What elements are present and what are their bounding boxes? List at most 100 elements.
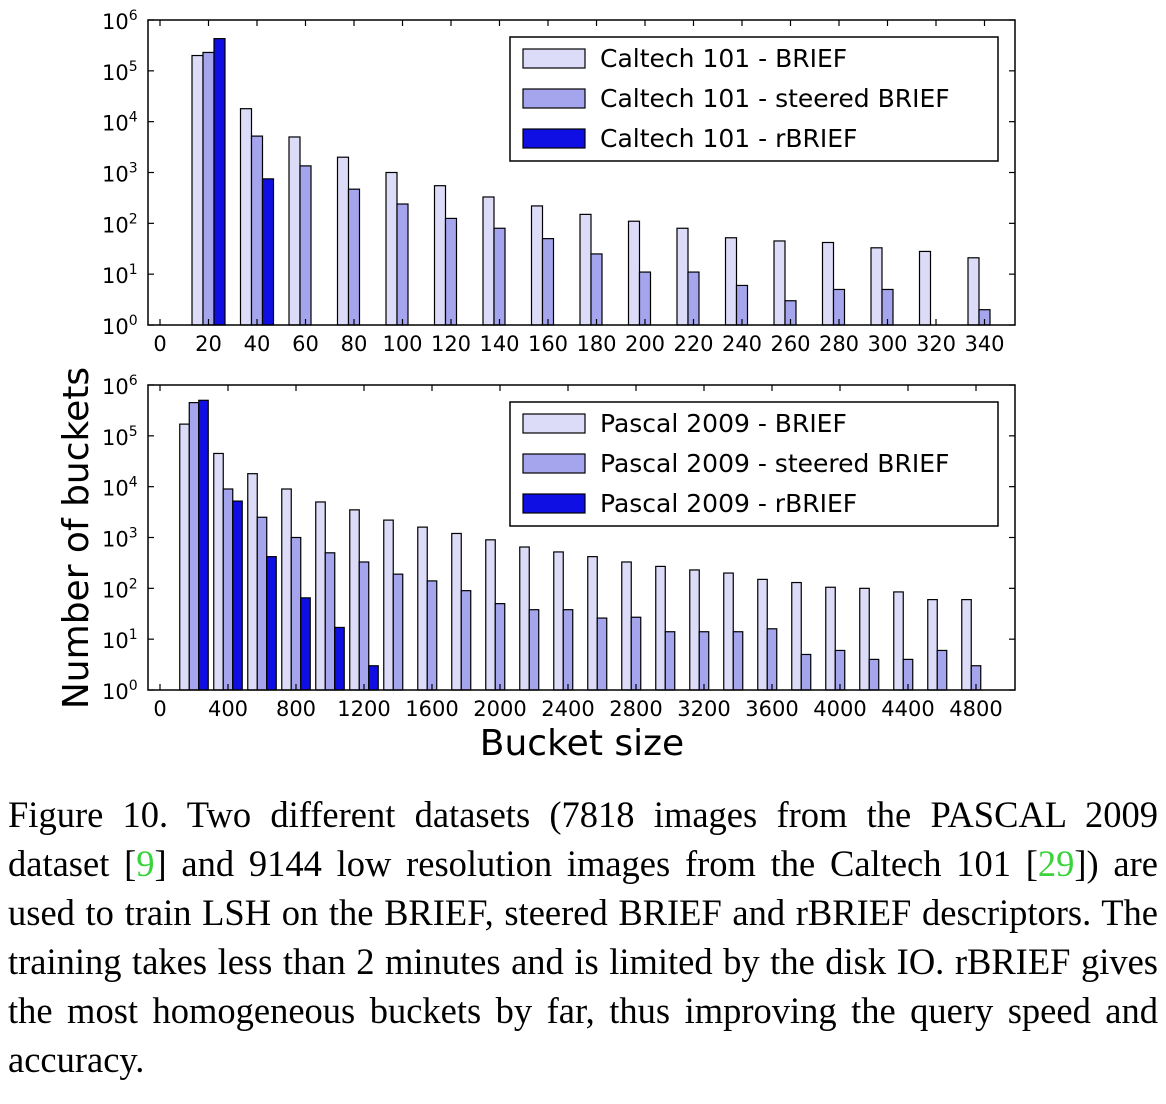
pascal-y-tick-exponent: 6 <box>129 373 138 389</box>
pascal-bar <box>825 586 836 691</box>
caltech-bar <box>638 271 652 326</box>
caltech-x-tick-label: 260 <box>770 332 810 356</box>
caltech-legend-label: Caltech 101 - rBRIEF <box>600 124 857 153</box>
pascal-y-tick-label: 106 <box>102 373 138 399</box>
pascal-bar <box>562 609 574 691</box>
pascal-y-tick-label: 105 <box>102 424 138 450</box>
caltech-y-tick-label: 104 <box>102 110 138 136</box>
caltech-y-tick-exponent: 2 <box>129 211 138 227</box>
pascal-bar <box>334 626 345 691</box>
caltech-legend-label: Caltech 101 - BRIEF <box>600 44 847 73</box>
caltech-y-tick-exponent: 1 <box>129 262 138 278</box>
caltech-bar <box>213 38 226 326</box>
pascal-x-tick-label: 2000 <box>473 697 526 721</box>
pascal-bar <box>961 599 972 691</box>
pascal-bar <box>698 631 710 691</box>
pascal-x-tick-label: 2800 <box>609 697 662 721</box>
caltech-bar <box>493 227 506 326</box>
pascal-bar <box>791 581 802 691</box>
pascal-bar <box>664 631 676 691</box>
pascal-y-tick-label: 102 <box>102 576 138 602</box>
caltech-bar <box>191 54 204 326</box>
caltech-y-tick-label: 100 <box>102 313 138 339</box>
pascal-x-tick-label: 3200 <box>677 697 730 721</box>
caltech-x-tick-label: 60 <box>292 332 319 356</box>
caltech-bar <box>627 220 641 326</box>
pascal-x-tick-label: 1600 <box>405 697 458 721</box>
caltech-y-tick-label: 106 <box>102 8 138 34</box>
pascal-bar <box>290 536 302 691</box>
pascal-bar <box>800 653 812 691</box>
pascal-bar <box>655 565 666 691</box>
caltech-x-tick-label: 100 <box>382 332 422 356</box>
pascal-x-tick-label: 400 <box>208 697 248 721</box>
pascal-bar <box>494 603 506 691</box>
pascal-bar <box>188 402 200 691</box>
pascal-bar <box>179 423 190 691</box>
pascal-bar <box>460 590 472 691</box>
caltech-y-tick-exponent: 0 <box>129 313 138 329</box>
caption-text-2: ] and 9144 low resolution images from th… <box>154 843 1038 884</box>
pascal-bar <box>519 546 530 691</box>
pascal-x-tick-label: 2400 <box>541 697 594 721</box>
pascal-y-tick-exponent: 1 <box>129 627 138 643</box>
caltech-bar <box>347 188 361 326</box>
pascal-bar <box>528 609 540 691</box>
caltech-y-tick-exponent: 5 <box>129 59 138 75</box>
pascal-bar <box>358 561 370 691</box>
caltech-y-tick-exponent: 3 <box>129 161 138 177</box>
pascal-bar <box>689 569 700 691</box>
pascal-y-tick-exponent: 4 <box>129 475 138 491</box>
pascal-bar <box>485 539 496 691</box>
pascal-bar <box>417 526 428 691</box>
caltech-x-tick-label: 280 <box>819 332 859 356</box>
pascal-y-tick-exponent: 5 <box>129 424 138 440</box>
caltech-bar <box>444 217 458 326</box>
pascal-bar <box>256 516 268 691</box>
pascal-bar <box>868 658 880 691</box>
pascal-x-tick-label: 4800 <box>949 697 1002 721</box>
caltech-bar <box>250 135 264 326</box>
pascal-y-tick-exponent: 2 <box>129 576 138 592</box>
caltech-x-tick-label: 200 <box>625 332 665 356</box>
caltech-y-tick-exponent: 4 <box>129 110 138 126</box>
pascal-bar <box>927 599 938 691</box>
pascal-y-tick-exponent: 0 <box>129 678 138 694</box>
citation-link-29[interactable]: 29 <box>1037 843 1075 884</box>
pascal-bar <box>553 551 564 691</box>
caltech-bar <box>541 238 555 326</box>
pascal-y-tick-label: 100 <box>102 678 138 704</box>
pascal-y-tick-label: 103 <box>102 526 138 552</box>
caltech-x-tick-label: 40 <box>244 332 271 356</box>
caltech-bar <box>676 227 689 326</box>
pascal-bar <box>587 556 598 691</box>
caltech-bar <box>261 178 275 326</box>
caltech-bar <box>396 203 409 326</box>
pascal-x-tick-label: 4000 <box>813 697 866 721</box>
pascal-legend-label: Pascal 2009 - rBRIEF <box>600 489 857 518</box>
pascal-legend-swatch <box>522 413 586 434</box>
caltech-x-tick-label: 180 <box>576 332 616 356</box>
caltech-bar <box>579 213 592 326</box>
pascal-legend <box>509 401 999 527</box>
citation-link-9[interactable]: 9 <box>136 843 155 884</box>
caltech-y-tick-exponent: 6 <box>129 8 138 24</box>
pascal-x-tick-label: 3600 <box>745 697 798 721</box>
pascal-bar <box>392 573 404 691</box>
caltech-y-tick-label: 105 <box>102 59 138 85</box>
caption-text-1: Figure 10. Two different datasets (7818 … <box>8 794 1158 884</box>
caltech-bar <box>530 205 544 326</box>
caltech-bar <box>299 165 312 326</box>
pascal-bar <box>936 649 948 691</box>
caltech-bar <box>433 185 447 326</box>
caltech-chart-panel: 0 20 40 60 80 100 120 140 160 180 200 220 240 260 280 3… <box>102 8 1016 356</box>
caltech-y-tick-label: 101 <box>102 262 138 288</box>
caltech-x-tick-label: 340 <box>964 332 1004 356</box>
pascal-legend-swatch <box>522 493 586 514</box>
pascal-bar <box>596 617 608 691</box>
caltech-legend <box>509 36 999 162</box>
pascal-x-tick-label: 0 <box>153 697 166 721</box>
caltech-legend-swatch <box>522 48 586 69</box>
pascal-bar <box>630 616 642 691</box>
